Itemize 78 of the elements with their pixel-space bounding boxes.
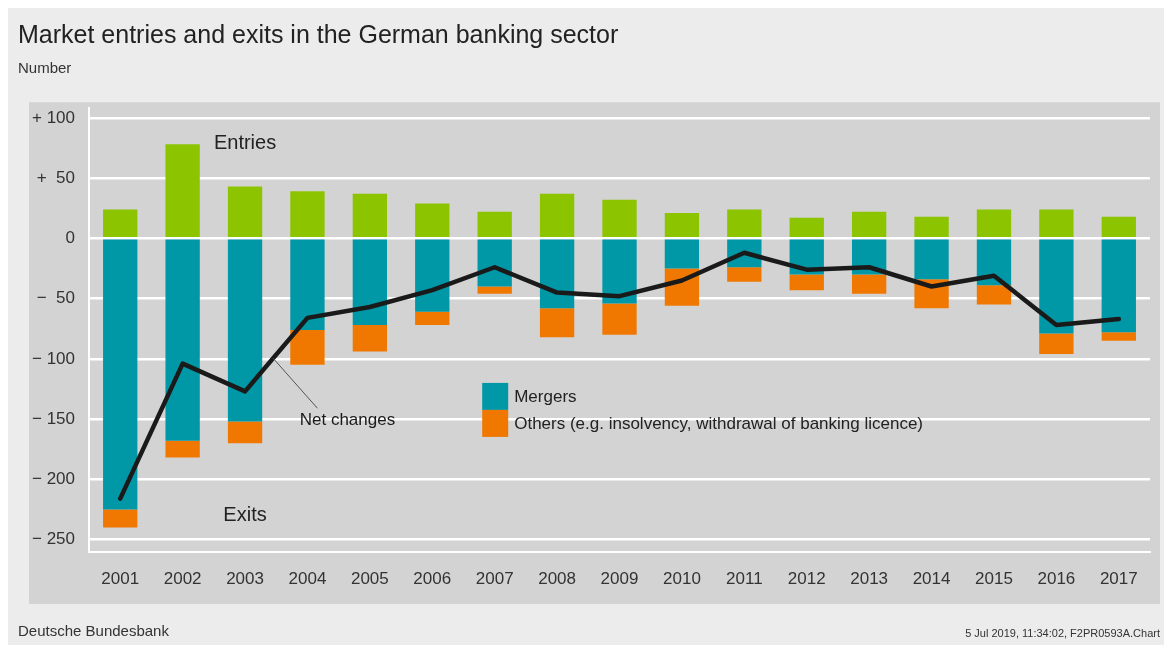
bar: [539, 193, 575, 238]
y-tick-label: − 200: [32, 468, 76, 488]
series-label: Entries: [213, 130, 277, 153]
bar: [1101, 239, 1136, 333]
bar: [851, 211, 887, 238]
x-tick-label: 2005: [350, 569, 389, 589]
y-tick-label: − 250: [32, 529, 76, 549]
x-tick-label: 2017: [1099, 569, 1138, 589]
x-tick-label: 2006: [413, 569, 452, 589]
bar: [290, 239, 325, 330]
bar: [1101, 332, 1136, 341]
y-tick-label: − 50: [36, 288, 76, 308]
bar: [602, 199, 637, 238]
bar: [103, 509, 138, 528]
text: Net changes: [299, 409, 396, 429]
x-tick-label: 2015: [975, 569, 1013, 589]
annotation: Exits: [223, 502, 267, 525]
bar: [914, 216, 949, 238]
bar: [851, 274, 887, 294]
bar: [290, 329, 325, 365]
y-axis-title: Number: [17, 58, 73, 78]
bar: [976, 285, 1012, 305]
bar: [976, 209, 1012, 238]
bar: [1101, 216, 1136, 238]
text: 5 Jul 2019, 11:34:02, F2PR0593A.Chart: [965, 627, 1160, 639]
x-tick-label: 2013: [850, 569, 889, 589]
bar: [727, 267, 762, 282]
bar: [539, 239, 575, 309]
bar: [103, 239, 138, 510]
x-tick-label: 2007: [475, 569, 514, 589]
x-tick-label: 2016: [1037, 569, 1076, 589]
bar: [415, 311, 450, 326]
x-tick-label: 2009: [600, 569, 639, 589]
y-tick-label: + 50: [36, 167, 76, 187]
bar: [477, 211, 512, 238]
bar: [477, 286, 512, 294]
y-tick-label: − 150: [32, 408, 76, 428]
bar: [227, 186, 263, 238]
bar: [539, 308, 575, 338]
legend-label: Mergers: [514, 386, 577, 406]
bar: [727, 209, 762, 238]
bar: [165, 239, 200, 441]
x-tick-label: 2010: [663, 569, 701, 589]
y-tick-label: − 100: [32, 348, 76, 368]
legend-label: Others (e.g. insolvency, withdrawal of banking licence): [514, 413, 924, 433]
bar: [165, 144, 200, 238]
bar: [103, 209, 138, 238]
chart-title: Market entries and exits in the German banking sector: [17, 19, 620, 50]
x-tick-label: 2008: [538, 569, 577, 589]
bar: [227, 239, 263, 422]
bar: [664, 213, 700, 238]
bar: [415, 239, 450, 312]
bar: [165, 440, 200, 458]
bar: [789, 217, 824, 238]
x-tick-label: 2003: [226, 569, 264, 589]
bar: [415, 203, 450, 238]
bar: [664, 239, 700, 269]
bar: [602, 303, 637, 335]
x-tick-label: 2012: [787, 569, 826, 589]
x-tick-label: 2014: [912, 569, 951, 589]
bar: [290, 191, 325, 238]
bar: [1039, 333, 1074, 354]
bar: [914, 239, 949, 280]
x-tick-label: 2004: [288, 569, 327, 589]
y-tick-label: 0: [65, 228, 76, 248]
bar: [1039, 239, 1074, 334]
text: Deutsche Bundesbank: [18, 622, 169, 639]
bar: [352, 325, 388, 352]
bar: [789, 274, 824, 291]
bar: [352, 239, 388, 326]
y-tick-label: + 100: [32, 107, 76, 127]
bar: [602, 239, 637, 304]
bar: [227, 421, 263, 444]
bar: [1039, 209, 1074, 238]
bar: [352, 193, 388, 238]
x-tick-label: 2011: [726, 569, 763, 589]
x-tick-label: 2002: [163, 569, 202, 589]
x-tick-label: 2001: [101, 569, 140, 589]
